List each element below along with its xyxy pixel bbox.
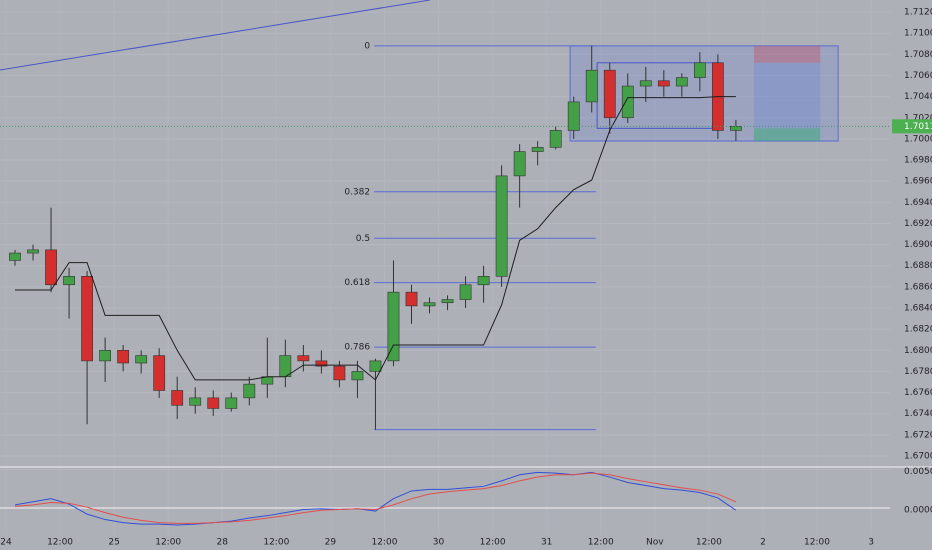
candle-body xyxy=(135,355,148,364)
y-tick-label: 1.67000 xyxy=(904,452,932,462)
y-tick-label: 1.67800 xyxy=(904,367,932,377)
candle-body xyxy=(513,151,526,177)
x-tick-label: 31 xyxy=(541,538,552,548)
x-tick-label: 29 xyxy=(325,538,337,548)
candle-body xyxy=(639,80,652,87)
fib-label: 0.618 xyxy=(344,278,370,288)
y-tick-label: 1.70600 xyxy=(904,71,932,81)
fib-label: 0 xyxy=(364,41,370,51)
stop-zone xyxy=(753,45,821,63)
candle-body xyxy=(99,350,112,362)
fib-label: 0.5 xyxy=(356,234,370,244)
x-tick-label: 12:00 xyxy=(47,538,73,548)
fib-label: 0.786 xyxy=(344,343,370,353)
x-tick-label: 30 xyxy=(433,538,445,548)
x-tick-label: 3 xyxy=(868,538,874,548)
y-tick-label: 1.68800 xyxy=(904,261,932,271)
candle-body xyxy=(549,130,562,148)
last-price-box xyxy=(892,119,932,134)
candle-body xyxy=(657,80,670,87)
y-tick-label: 1.68400 xyxy=(904,304,932,314)
candle-body xyxy=(225,397,238,409)
candle-body xyxy=(405,291,418,307)
candle-body xyxy=(675,77,688,87)
y-tick-label: 1.70200 xyxy=(904,113,932,123)
candle-body xyxy=(297,355,310,362)
y-tick-label: 1.69600 xyxy=(904,177,932,187)
candle-body xyxy=(531,147,544,152)
y-tick-label: 1.67400 xyxy=(904,409,932,419)
candle-body xyxy=(81,276,93,362)
x-tick-label: 25 xyxy=(108,538,119,548)
x-tick-label: 12:00 xyxy=(804,538,830,548)
y-tick-label: 1.70800 xyxy=(904,50,932,60)
y-tick-label: 1.70400 xyxy=(904,92,932,102)
y-tick-label: 1.68200 xyxy=(904,325,932,335)
candle-body xyxy=(351,371,364,381)
fib-label: 0.382 xyxy=(344,187,370,197)
x-tick-label: Nov xyxy=(646,538,664,548)
y-tick-label: 1.68600 xyxy=(904,282,932,292)
x-tick-label: 12:00 xyxy=(480,538,506,548)
candle-body xyxy=(9,252,21,261)
x-tick-label: 12:00 xyxy=(263,538,289,548)
y-tick-label: 1.71200 xyxy=(904,8,932,18)
x-tick-label: 12:00 xyxy=(588,538,614,548)
y-tick-label: 1.69800 xyxy=(904,156,932,166)
y-tick-label: 1.69000 xyxy=(904,240,932,250)
candle-body xyxy=(153,355,166,391)
candle-body xyxy=(63,276,75,286)
osc-tick-label: 0.00000 xyxy=(904,505,932,515)
candle-body xyxy=(693,62,706,78)
osc-line xyxy=(14,471,737,526)
y-tick-label: 1.69400 xyxy=(904,198,932,208)
y-tick-label: 1.69200 xyxy=(904,219,932,229)
x-tick-label: 24 xyxy=(0,538,12,548)
candle-body xyxy=(459,284,472,300)
candle-body xyxy=(387,291,400,362)
y-tick-label: 1.70000 xyxy=(904,134,932,144)
candle-body xyxy=(117,350,130,364)
candle-body xyxy=(730,126,742,131)
x-tick-label: 12:00 xyxy=(371,538,397,548)
osc-line xyxy=(14,472,737,524)
candle-body xyxy=(279,355,292,378)
y-tick-label: 1.67200 xyxy=(904,430,932,440)
candle-body xyxy=(441,299,454,304)
candle-body xyxy=(477,276,490,286)
candle-body xyxy=(585,69,598,103)
candle-body xyxy=(45,249,57,286)
candle-body xyxy=(243,383,256,399)
candle-body xyxy=(621,85,634,119)
osc-tick-label: 0.00500 xyxy=(904,467,932,477)
candle-body xyxy=(423,302,436,307)
candle-body xyxy=(315,360,328,367)
trend-line xyxy=(0,0,431,71)
candle-body xyxy=(189,397,202,406)
overlay-line xyxy=(15,96,736,381)
candle-body xyxy=(333,365,346,381)
x-tick-label: 12:00 xyxy=(696,538,722,548)
target-zone xyxy=(753,128,821,142)
candle-body xyxy=(495,175,508,277)
x-tick-label: 12:00 xyxy=(155,538,181,548)
y-tick-label: 1.67600 xyxy=(904,388,932,398)
last-price-label: 1.70119 xyxy=(904,122,932,132)
y-tick-label: 1.71000 xyxy=(904,29,932,39)
entry-zone xyxy=(753,62,821,129)
y-tick-label: 1.68000 xyxy=(904,346,932,356)
x-tick-label: 28 xyxy=(217,538,229,548)
candle-body xyxy=(603,69,616,119)
candle-body xyxy=(369,360,382,372)
candle-body xyxy=(207,397,220,409)
x-tick-label: 2 xyxy=(760,538,766,548)
candle-body xyxy=(567,101,580,131)
candle-body xyxy=(171,390,184,406)
candle-body xyxy=(27,249,39,254)
